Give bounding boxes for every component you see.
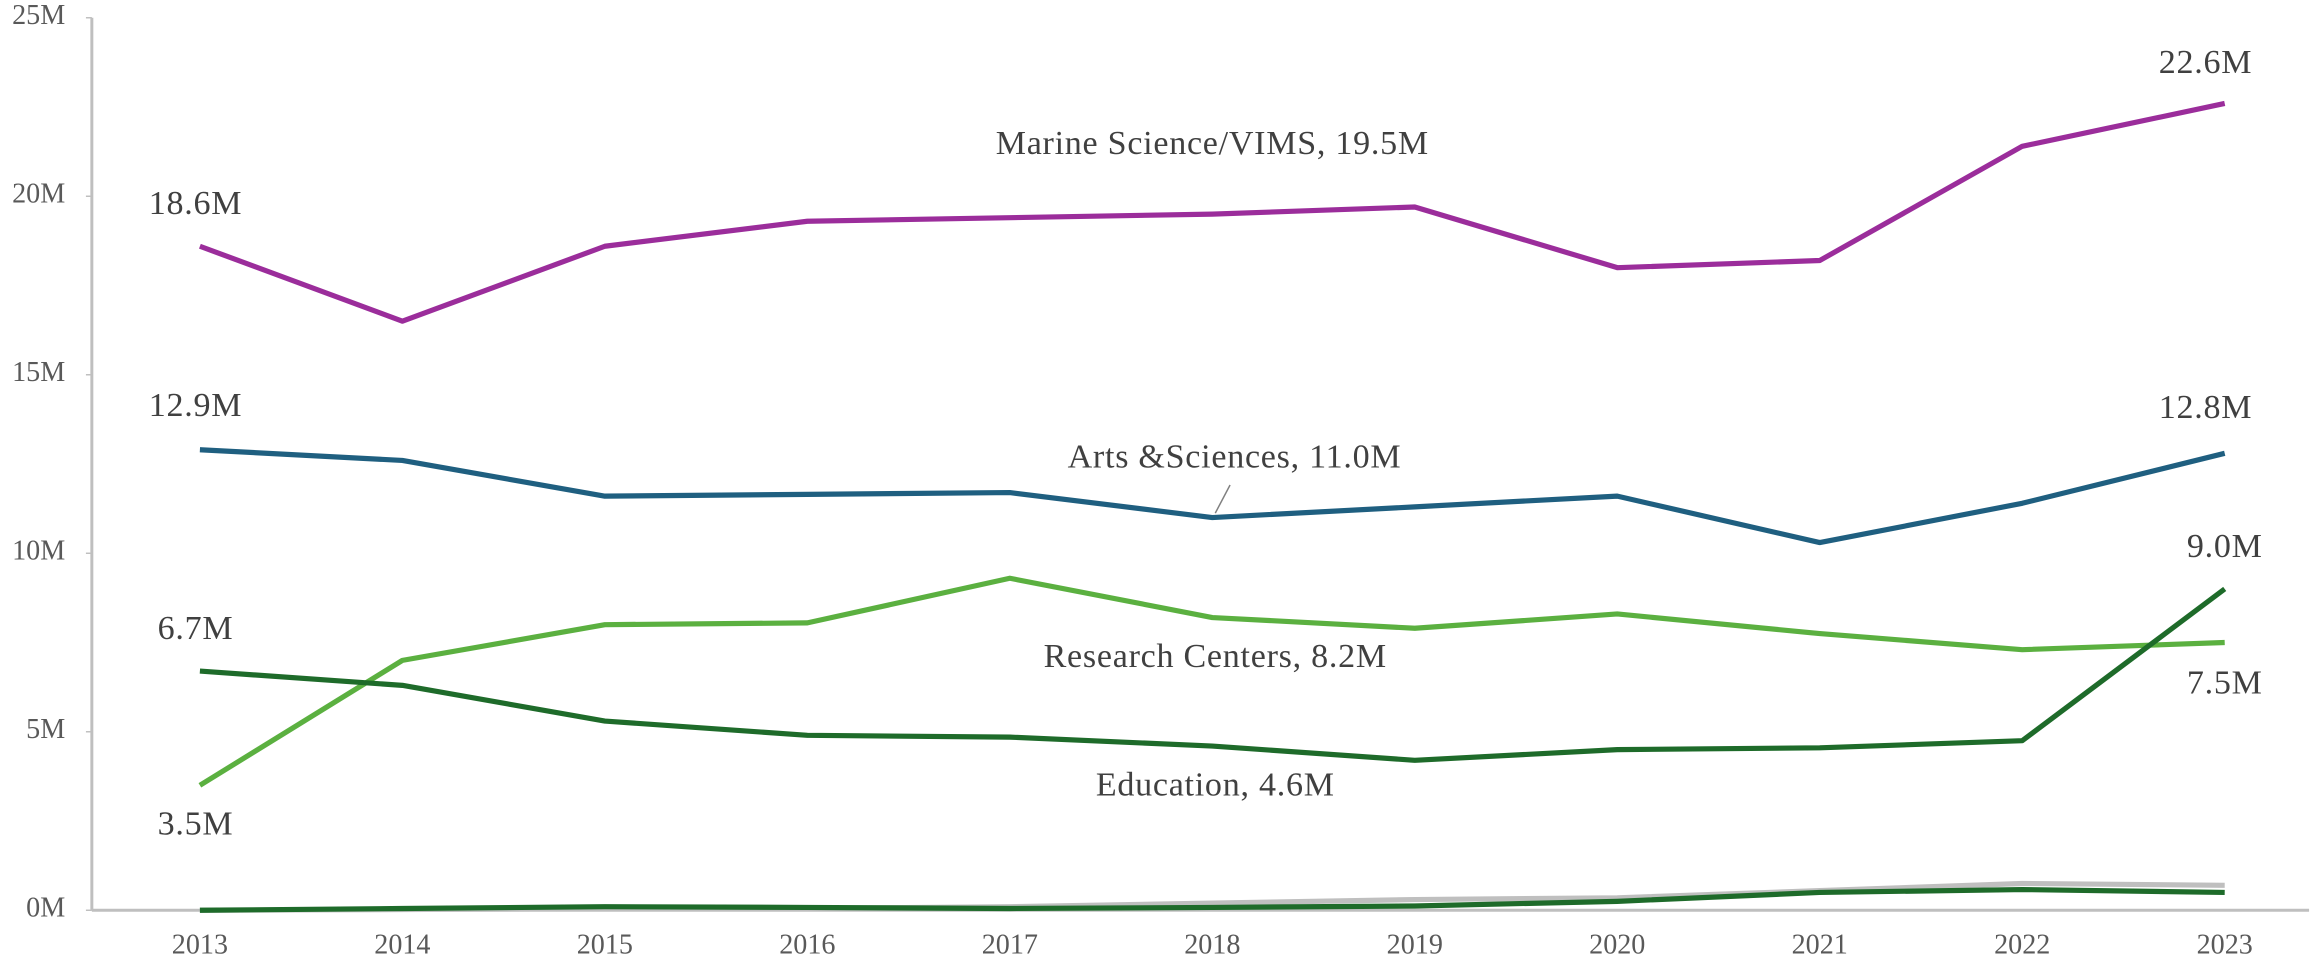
data-label: Education, 4.6M: [1096, 766, 1335, 803]
data-label: 12.9M: [149, 387, 243, 424]
series-line: [199, 886, 2225, 913]
x-tick-label: 2023: [2197, 930, 2253, 961]
series-line: [199, 586, 2227, 763]
y-tick-label: 20M: [12, 179, 65, 210]
x-tick-label: 2020: [1589, 930, 1645, 961]
x-tick-label: 2017: [982, 930, 1038, 961]
x-tick-label: 2013: [172, 930, 228, 961]
leader-line: [1214, 484, 1231, 514]
data-label: Arts &Sciences, 11.0M: [1068, 439, 1402, 476]
data-label: 7.5M: [2187, 664, 2263, 701]
x-tick-label: 2022: [1994, 930, 2050, 961]
x-tick-label: 2015: [577, 930, 633, 961]
data-label: 9.0M: [2187, 528, 2263, 565]
series-line: [198, 575, 2225, 788]
series-line: [199, 100, 2226, 324]
data-label: Marine Science/VIMS, 19.5M: [996, 125, 1429, 162]
y-tick-label: 0M: [26, 893, 65, 924]
data-label: 3.5M: [158, 806, 234, 843]
x-tick-label: 2019: [1387, 930, 1443, 961]
x-tick-label: 2016: [779, 930, 835, 961]
y-tick-label: 5M: [26, 714, 65, 745]
series-line: [199, 447, 2226, 546]
data-label: 18.6M: [149, 185, 243, 222]
y-tick-label: 25M: [12, 0, 65, 31]
y-tick-label: 15M: [12, 357, 65, 388]
data-label: 22.6M: [2159, 44, 2253, 81]
data-label: 6.7M: [158, 610, 234, 647]
y-tick-label: 10M: [12, 536, 65, 567]
data-label: 12.8M: [2159, 389, 2253, 426]
data-label: Research Centers, 8.2M: [1044, 638, 1387, 675]
x-tick-label: 2021: [1792, 930, 1848, 961]
x-tick-label: 2014: [374, 930, 430, 961]
x-tick-label: 2018: [1184, 930, 1240, 961]
